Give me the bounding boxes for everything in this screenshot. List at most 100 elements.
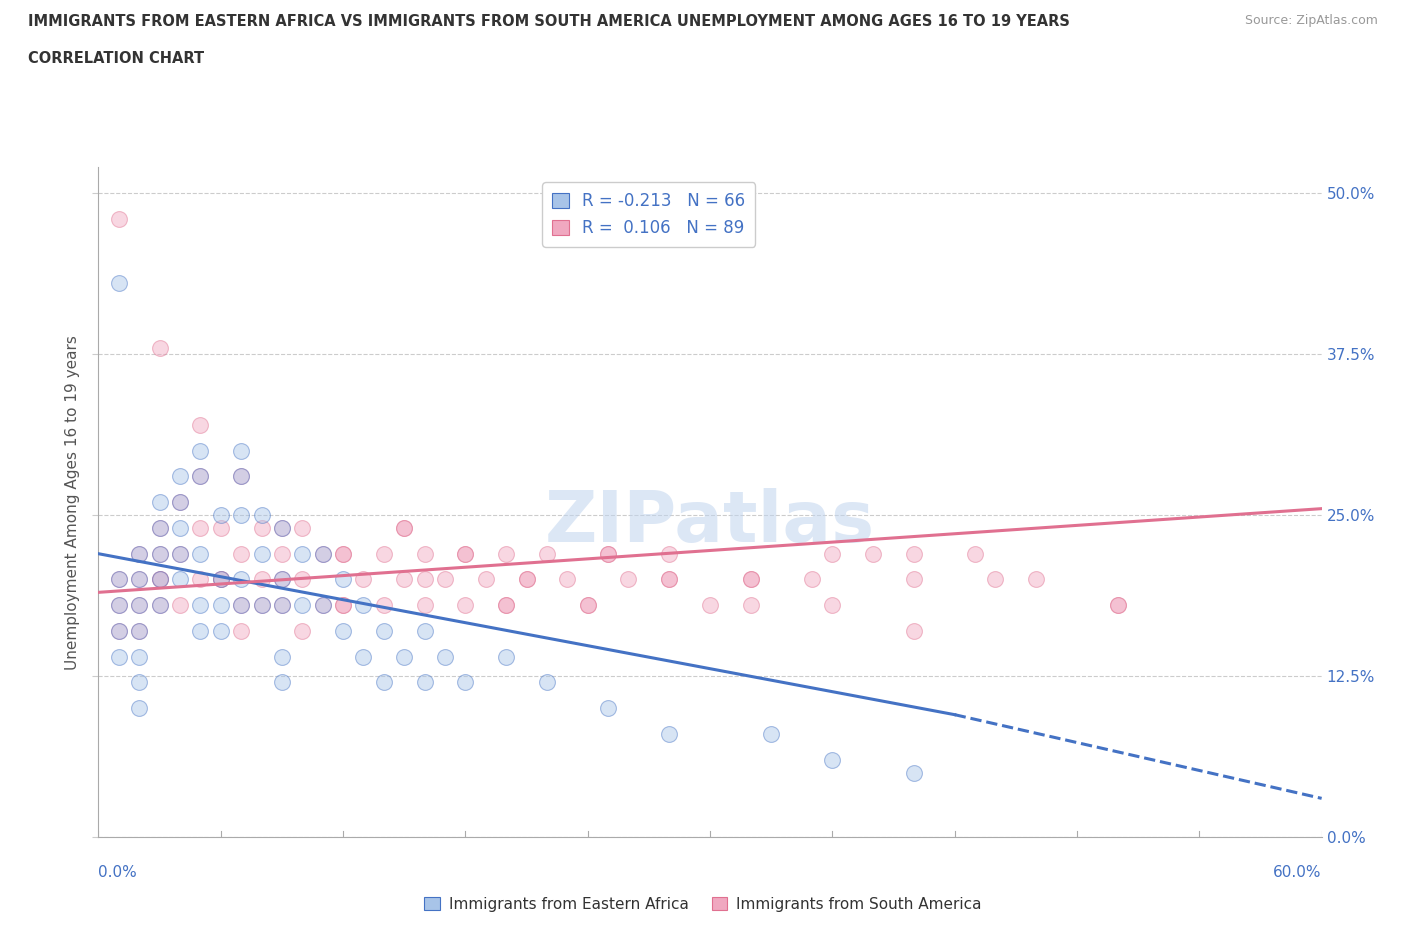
Point xyxy=(108,598,131,613)
Point xyxy=(392,521,416,536)
Point xyxy=(108,649,131,664)
Point xyxy=(250,572,273,587)
Point xyxy=(231,572,253,587)
Point xyxy=(495,598,517,613)
Point xyxy=(658,546,681,561)
Point xyxy=(250,508,273,523)
Point xyxy=(373,546,395,561)
Text: Source: ZipAtlas.com: Source: ZipAtlas.com xyxy=(1244,14,1378,27)
Point xyxy=(169,495,191,510)
Point xyxy=(576,598,599,613)
Point xyxy=(312,546,335,561)
Point xyxy=(740,598,762,613)
Point xyxy=(454,546,477,561)
Point xyxy=(108,276,131,291)
Point xyxy=(169,495,191,510)
Point xyxy=(312,598,335,613)
Point xyxy=(128,623,150,638)
Point xyxy=(474,572,498,587)
Point xyxy=(128,598,150,613)
Point xyxy=(108,572,131,587)
Point xyxy=(903,765,925,780)
Point xyxy=(965,546,987,561)
Point xyxy=(291,623,314,638)
Point xyxy=(270,521,294,536)
Point xyxy=(821,598,844,613)
Point xyxy=(169,521,191,536)
Point xyxy=(699,598,721,613)
Point xyxy=(270,572,294,587)
Point xyxy=(413,546,436,561)
Text: 60.0%: 60.0% xyxy=(1274,865,1322,880)
Point xyxy=(801,572,824,587)
Point xyxy=(270,521,294,536)
Point xyxy=(373,675,395,690)
Point xyxy=(1107,598,1129,613)
Point xyxy=(332,598,354,613)
Point xyxy=(209,572,232,587)
Point xyxy=(332,598,354,613)
Point xyxy=(332,546,354,561)
Point xyxy=(149,572,172,587)
Point xyxy=(231,444,253,458)
Point xyxy=(188,444,212,458)
Point xyxy=(312,546,335,561)
Point xyxy=(128,546,150,561)
Point xyxy=(1025,572,1047,587)
Point xyxy=(332,546,354,561)
Point xyxy=(149,521,172,536)
Point xyxy=(209,572,232,587)
Text: 0.0%: 0.0% xyxy=(98,865,138,880)
Point xyxy=(392,572,416,587)
Point xyxy=(250,521,273,536)
Point xyxy=(352,598,374,613)
Point xyxy=(188,521,212,536)
Point xyxy=(149,340,172,355)
Point xyxy=(188,546,212,561)
Point xyxy=(495,598,517,613)
Point xyxy=(231,598,253,613)
Point xyxy=(352,572,374,587)
Point xyxy=(128,675,150,690)
Point xyxy=(149,495,172,510)
Point xyxy=(270,598,294,613)
Point xyxy=(291,546,314,561)
Point xyxy=(231,469,253,484)
Point xyxy=(291,521,314,536)
Legend: Immigrants from Eastern Africa, Immigrants from South America: Immigrants from Eastern Africa, Immigran… xyxy=(419,890,987,918)
Point xyxy=(740,572,762,587)
Point xyxy=(149,572,172,587)
Point xyxy=(903,572,925,587)
Point xyxy=(188,418,212,432)
Point xyxy=(149,546,172,561)
Point xyxy=(658,572,681,587)
Point xyxy=(270,675,294,690)
Point xyxy=(108,598,131,613)
Legend: R = -0.213   N = 66, R =  0.106   N = 89: R = -0.213 N = 66, R = 0.106 N = 89 xyxy=(543,182,755,246)
Point xyxy=(1107,598,1129,613)
Point xyxy=(516,572,538,587)
Point xyxy=(433,572,456,587)
Point xyxy=(209,521,232,536)
Point xyxy=(373,623,395,638)
Point xyxy=(413,572,436,587)
Point xyxy=(984,572,1007,587)
Point xyxy=(862,546,884,561)
Point xyxy=(169,598,191,613)
Point xyxy=(188,469,212,484)
Point xyxy=(373,598,395,613)
Point xyxy=(413,598,436,613)
Point xyxy=(128,701,150,716)
Point xyxy=(270,546,294,561)
Point xyxy=(188,623,212,638)
Point xyxy=(759,726,782,741)
Point xyxy=(128,623,150,638)
Point xyxy=(209,623,232,638)
Point xyxy=(270,649,294,664)
Point xyxy=(108,572,131,587)
Point xyxy=(536,546,558,561)
Point xyxy=(209,572,232,587)
Point xyxy=(454,598,477,613)
Point xyxy=(209,508,232,523)
Point xyxy=(188,572,212,587)
